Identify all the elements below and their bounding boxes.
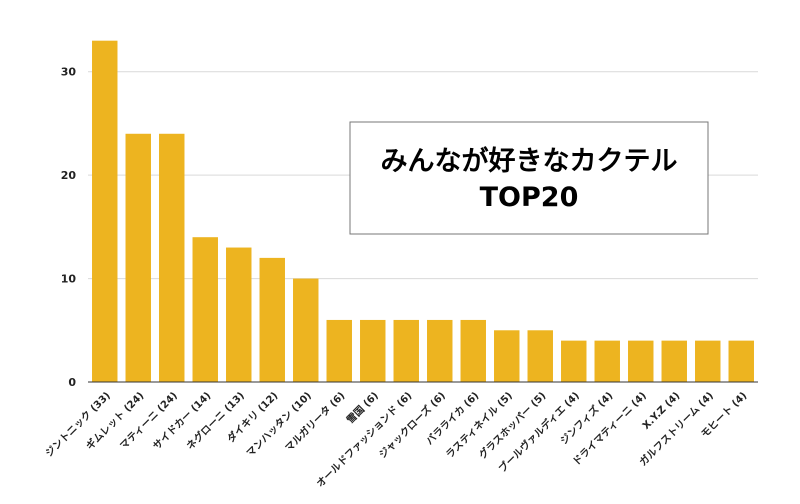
bar xyxy=(427,319,453,382)
chart-title-line-1: みんなが好きなカクテル xyxy=(381,145,678,177)
bar xyxy=(527,330,553,382)
bar xyxy=(661,340,687,382)
x-tick-labels: ジントニック (33)ギムレット (24)マティーニ (24)サイドカー (14… xyxy=(43,389,749,490)
bar xyxy=(92,40,118,382)
bar xyxy=(460,319,486,382)
bars xyxy=(92,40,754,382)
y-tick-label: 20 xyxy=(61,169,77,182)
chart-title-line-2: TOP20 xyxy=(480,182,579,213)
chart-title-box: みんなが好きなカクテル TOP20 xyxy=(349,121,709,235)
y-tick-labels: 0 10 20 30 xyxy=(61,66,77,389)
y-tick-label: 0 xyxy=(68,376,76,389)
bar xyxy=(259,257,285,382)
x-tick-label: マルガリータ (6) xyxy=(282,389,347,454)
y-tick-label: 10 xyxy=(61,273,77,286)
x-tick-label: マティーニ (24) xyxy=(118,390,180,452)
x-tick-label: ジントニック (33) xyxy=(43,390,113,460)
bar xyxy=(695,340,721,382)
bar xyxy=(159,133,185,382)
bar xyxy=(728,340,754,382)
bar xyxy=(360,319,386,382)
bar xyxy=(561,340,587,382)
bar xyxy=(494,330,520,382)
bar xyxy=(192,237,218,382)
bar xyxy=(393,319,419,382)
bar xyxy=(293,278,319,382)
bar xyxy=(125,133,151,382)
bar xyxy=(628,340,654,382)
x-tick-label: ギムレット (24) xyxy=(83,389,146,452)
x-tick-label: マンハッタン (10) xyxy=(244,390,314,460)
x-tick-label: ネグローニ (13) xyxy=(184,389,247,452)
bar xyxy=(226,247,252,382)
bar xyxy=(594,340,620,382)
x-tick-label: ラスティネイル (5) xyxy=(444,390,515,461)
x-tick-label: サイドカー (14) xyxy=(151,390,214,453)
bar xyxy=(326,319,352,382)
title-box-frame xyxy=(349,121,709,235)
y-tick-label: 30 xyxy=(61,66,77,79)
